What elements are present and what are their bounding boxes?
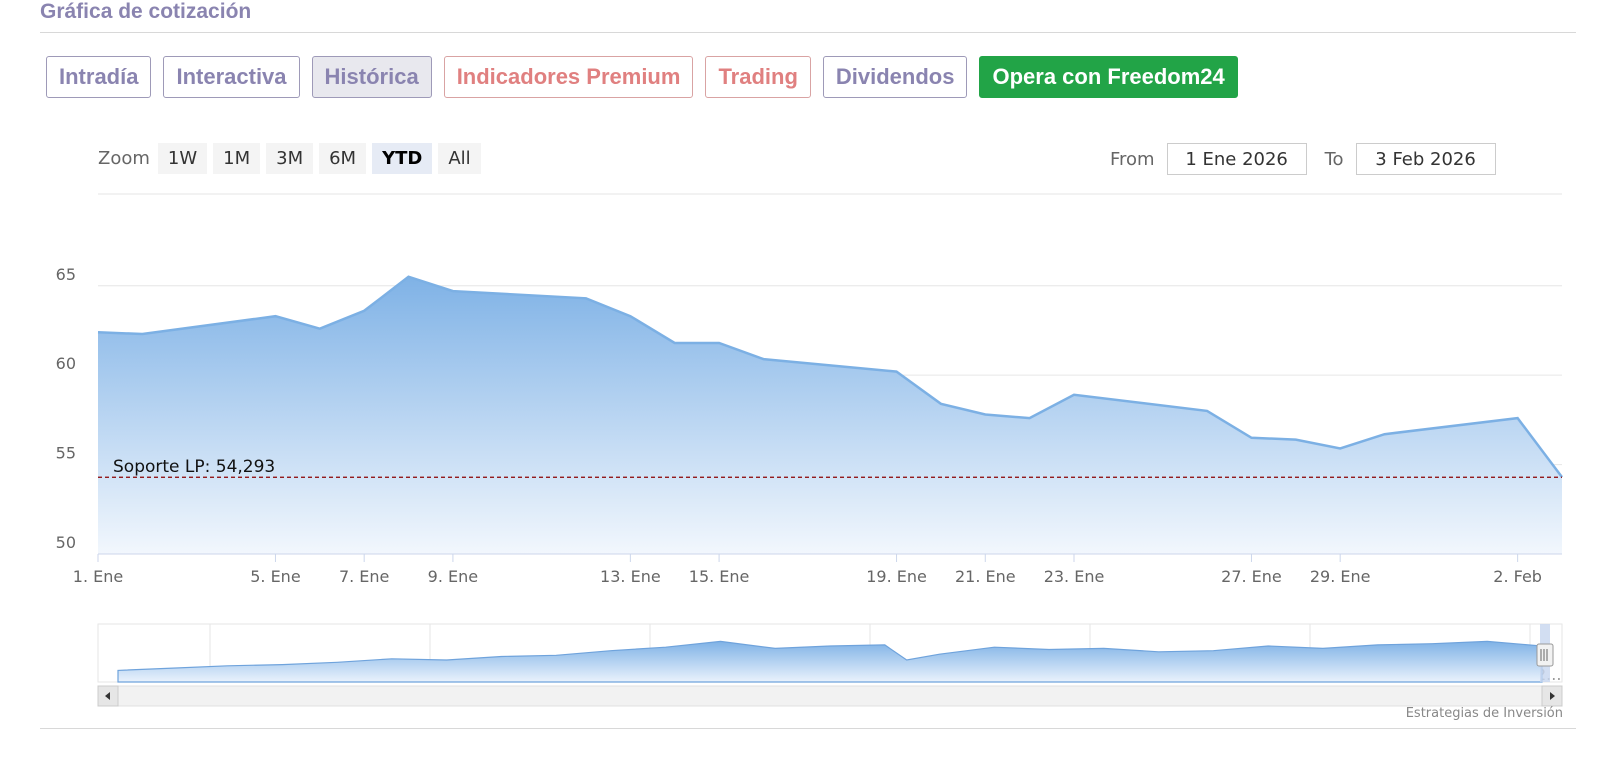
navigator-year-label: 2020 [876, 665, 917, 684]
zoom-ytd-button[interactable]: YTD [372, 143, 433, 174]
x-tick-label: 5. Ene [250, 567, 300, 586]
opera-freedom24-button[interactable]: Opera con Freedom24 [979, 56, 1238, 98]
navigator-year-label: 2018 [656, 665, 697, 684]
tab-indicadores-premium[interactable]: Indicadores Premium [443, 56, 694, 98]
to-date-input[interactable]: 3 Feb 2026 [1355, 143, 1496, 175]
x-tick-label: 9. Ene [428, 567, 478, 586]
zoom-3m-button[interactable]: 3M [266, 143, 314, 174]
title-divider [40, 32, 1576, 33]
price-area [98, 276, 1562, 554]
x-tick-label: 13. Ene [600, 567, 661, 586]
section-title: Gráfica de cotización [40, 0, 252, 23]
x-tick-label: 1. Ene [73, 567, 123, 586]
from-label: From [1110, 148, 1155, 170]
navigator-year-label: 2016 [436, 665, 477, 684]
zoom-1w-button[interactable]: 1W [157, 143, 208, 174]
y-tick-label: 50 [56, 533, 76, 552]
tab-interactiva[interactable]: Interactiva [163, 56, 300, 98]
x-tick-label: 21. Ene [955, 567, 1016, 586]
x-tick-label: 2. Feb [1493, 567, 1542, 586]
tab-historica[interactable]: Histórica [311, 56, 432, 98]
navigator-year-label: 2014 [216, 665, 257, 684]
chart-tabs: Intradía Interactiva Histórica Indicador… [46, 56, 1238, 98]
navigator-year-label: 2... [1536, 665, 1561, 684]
y-tick-label: 65 [56, 265, 76, 284]
gridlines [98, 285, 1562, 466]
tab-trading[interactable]: Trading [705, 56, 811, 98]
navigator-year-label: 2024 [1316, 665, 1357, 684]
zoom-6m-button[interactable]: 6M [319, 143, 367, 174]
from-date-input[interactable]: 1 Ene 2026 [1166, 143, 1307, 175]
navigator: 2014 2016 2018 2020 2022 2024 2... [97, 623, 1563, 707]
bottom-divider [40, 728, 1576, 729]
price-line [97, 275, 1563, 478]
scrollbar-track [97, 685, 1563, 707]
scrollbar-left-button [97, 685, 119, 707]
scroll-right-icon [1550, 692, 1555, 700]
date-range: From 1 Ene 2026 To 3 Feb 2026 [1110, 143, 1496, 175]
price-area-series [97, 275, 1563, 554]
support-label: Soporte LP: 54,293 [113, 457, 275, 477]
support-annotation: Soporte LP: 54,293 [98, 457, 1562, 478]
navigator-area [117, 640, 1543, 683]
navigator-handle [1536, 643, 1554, 667]
x-tick-label: 27. Ene [1221, 567, 1282, 586]
x-tick-label: 15. Ene [689, 567, 750, 586]
navigator-year-label: 2022 [1096, 665, 1137, 684]
x-tick-label: 29. Ene [1310, 567, 1371, 586]
y-tick-label: 60 [56, 354, 76, 373]
zoom-1m-button[interactable]: 1M [213, 143, 261, 174]
tab-intradia[interactable]: Intradía [46, 56, 152, 98]
x-tick-label: 19. Ene [866, 567, 927, 586]
to-label: To [1324, 148, 1344, 170]
scroll-left-icon [105, 692, 110, 700]
navigator-frame [97, 623, 1563, 683]
y-tick-label: 55 [56, 444, 76, 463]
zoom-label: Zoom [98, 148, 150, 169]
axes: 50 55 60 65 1. Ene 5. Ene 7. Ene 9. Ene 13. Ene 1… [56, 265, 1562, 586]
chart-credit: Estrategias de Inversión [1405, 706, 1563, 721]
zoom-controls: Zoom 1W 1M 3M 6M YTD All [98, 143, 481, 174]
x-tick-label: 7. Ene [339, 567, 389, 586]
zoom-all-button[interactable]: All [438, 143, 481, 174]
navigator-selection [1540, 624, 1550, 682]
scrollbar-right-button [1541, 685, 1563, 707]
tab-dividendos[interactable]: Dividendos [822, 56, 968, 98]
x-tick-label: 23. Ene [1044, 567, 1105, 586]
